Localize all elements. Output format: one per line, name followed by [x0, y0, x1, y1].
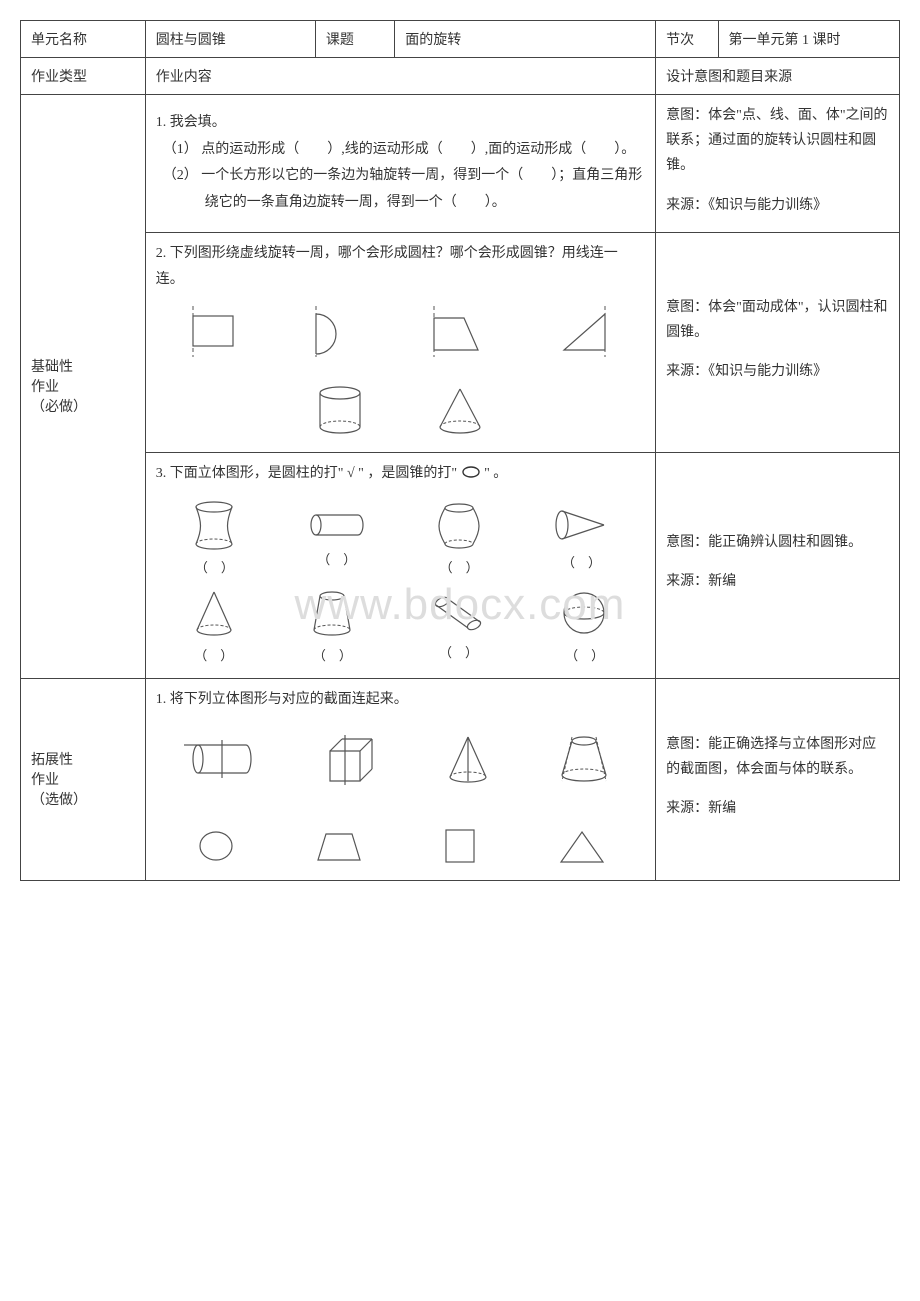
q3-title-a: 3. 下面立体图形，是圆柱的打" √ " ，是圆锥的打"	[156, 466, 461, 481]
circle-section-icon	[191, 826, 241, 866]
q1-design-intent: 意图：体会"点、线、面、体"之间的联系；通过面的旋转认识圆柱和圆锥。	[666, 103, 889, 179]
q3-title-b: " 。	[484, 466, 507, 481]
paren: （ ）	[194, 645, 233, 664]
basic-q3-row: 3. 下面立体图形，是圆柱的打" √ " ，是圆锥的打" " 。 （ ）	[21, 452, 900, 678]
q3-shape-cone: （ ）	[189, 586, 239, 664]
q2-solid-shapes-row	[156, 383, 645, 438]
basic-q1-design: 意图：体会"点、线、面、体"之间的联系；通过面的旋转认识圆柱和圆锥。 来源：《知…	[656, 95, 900, 233]
tilted-cylinder-icon	[426, 588, 491, 638]
trapezoid-section-icon	[312, 826, 367, 866]
q3-shape-sideways-cone: （ ）	[546, 503, 616, 571]
shape-trapezoid-axis	[420, 304, 500, 359]
unit-value: 圆柱与圆锥	[145, 21, 315, 58]
basic-label: 基础性 作业 （必做）	[21, 95, 146, 679]
hourglass-icon	[184, 498, 244, 553]
q1-p1: （1） 点的运动形成（ ）,线的运动形成（ ）,面的运动形成（ ）。	[163, 137, 645, 164]
paren: （ ）	[439, 642, 478, 661]
horizontal-cylinder-icon	[302, 505, 372, 545]
ext-q1-content: 1. 将下列立体图形与对应的截面连起来。	[145, 678, 655, 881]
topic-value: 面的旋转	[395, 21, 656, 58]
paren: （ ）	[317, 549, 356, 568]
q2-design-intent: 意图：体会"面动成体"，认识圆柱和圆锥。	[666, 295, 889, 345]
ext-label-line1: 拓展性	[31, 749, 135, 769]
q3-design-source: 来源：新编	[666, 569, 889, 594]
q3-shape-hourglass: （ ）	[184, 498, 244, 576]
q1-design-source: 来源：《知识与能力训练》	[666, 193, 889, 218]
q2-design-source: 来源：《知识与能力训练》	[666, 359, 889, 384]
hw-design-label: 设计意图和题目来源	[656, 58, 900, 95]
paren: （ ）	[313, 645, 352, 664]
q3-shape-sphere: （ ）	[557, 586, 612, 664]
ext-q1-row: 拓展性 作业 （选做） 1. 将下列立体图形与对应的截面连起来。	[21, 678, 900, 881]
basic-q3-design: 意图：能正确辨认圆柱和圆锥。 来源：新编	[656, 452, 900, 678]
worksheet-table: 单元名称 圆柱与圆锥 课题 面的旋转 节次 第一单元第 1 课时 作业类型 作业…	[20, 20, 900, 881]
q3-design-intent: 意图：能正确辨认圆柱和圆锥。	[666, 530, 889, 555]
paren: （ ）	[440, 557, 479, 576]
header-row-2: 作业类型 作业内容 设计意图和题目来源	[21, 58, 900, 95]
ext-q1-design-source: 来源：新编	[666, 796, 889, 821]
shape-right-triangle-axis	[550, 304, 620, 359]
sideways-cone-icon	[546, 503, 616, 548]
topic-label: 课题	[315, 21, 394, 58]
q2-flat-shapes-row	[156, 304, 645, 359]
unit-label: 单元名称	[21, 21, 146, 58]
hw-content-label: 作业内容	[145, 58, 655, 95]
ext-q1-title: 1. 将下列立体图形与对应的截面连起来。	[156, 687, 645, 714]
shape-cylinder-icon	[310, 383, 370, 438]
hw-type-label: 作业类型	[21, 58, 146, 95]
sphere-icon	[557, 586, 612, 641]
frustum-cut-icon	[552, 731, 617, 786]
basic-label-line3: （必做）	[31, 396, 135, 416]
q3-shape-frustum: （ ）	[305, 586, 360, 664]
basic-label-line2: 作业	[31, 376, 135, 396]
section-label: 节次	[656, 21, 718, 58]
section-value: 第一单元第 1 课时	[718, 21, 900, 58]
cube-cut-icon	[320, 731, 385, 786]
q1-title: 1. 我会填。	[156, 110, 645, 137]
cone-icon	[189, 586, 239, 641]
q3-row2: （ ） （ ） （ ）	[156, 586, 645, 664]
ext-label: 拓展性 作业 （选做）	[21, 678, 146, 881]
shape-semicircle-axis	[301, 304, 371, 359]
ext-sections-row	[156, 826, 645, 866]
q3-shape-horizontal-cylinder: （ ）	[302, 505, 372, 568]
basic-q2-row: 2. 下列图形绕虚线旋转一周，哪个会形成圆柱？哪个会形成圆锥？用线连一连。	[21, 232, 900, 452]
ext-solids-row	[156, 731, 645, 786]
shape-rectangle-axis	[181, 304, 251, 359]
ext-q1-design: 意图：能正确选择与立体图形对应的截面图，体会面与体的联系。 来源：新编	[656, 678, 900, 881]
basic-q2-design: 意图：体会"面动成体"，认识圆柱和圆锥。 来源：《知识与能力训练》	[656, 232, 900, 452]
horiz-cylinder-cut-icon	[184, 734, 264, 784]
ext-label-line2: 作业	[31, 769, 135, 789]
cone-cut-icon	[441, 731, 496, 786]
frustum-icon	[305, 586, 360, 641]
paren: （ ）	[565, 645, 604, 664]
header-row-1: 单元名称 圆柱与圆锥 课题 面的旋转 节次 第一单元第 1 课时	[21, 21, 900, 58]
barrel-icon	[429, 498, 489, 553]
basic-label-line1: 基础性	[31, 356, 135, 376]
basic-q3-content: 3. 下面立体图形，是圆柱的打" √ " ，是圆锥的打" " 。 （ ）	[145, 452, 655, 678]
ext-q1-design-intent: 意图：能正确选择与立体图形对应的截面图，体会面与体的联系。	[666, 732, 889, 782]
ext-label-line3: （选做）	[31, 789, 135, 809]
paren: （ ）	[562, 552, 601, 571]
basic-q2-content: 2. 下列图形绕虚线旋转一周，哪个会形成圆柱？哪个会形成圆锥？用线连一连。	[145, 232, 655, 452]
q3-shape-barrel: （ ）	[429, 498, 489, 576]
triangle-section-icon	[555, 826, 610, 866]
q3-shape-tilted-cylinder: （ ）	[426, 588, 491, 661]
q2-title: 2. 下列图形绕虚线旋转一周，哪个会形成圆柱？哪个会形成圆锥？用线连一连。	[156, 241, 645, 294]
page: www.bdocx.com 单元名称 圆柱与圆锥 课题 面的旋转 节次 第一单元…	[20, 20, 900, 881]
basic-q1-row: 基础性 作业 （必做） 1. 我会填。 （1） 点的运动形成（ ）,线的运动形成…	[21, 95, 900, 233]
ellipse-mark-icon	[461, 465, 481, 479]
shape-cone-icon	[430, 383, 490, 438]
q3-row1: （ ） （ ） （ ）	[156, 498, 645, 576]
q1-p2: （2） 一个长方形以它的一条边为轴旋转一周，得到一个（ ）；直角三角形绕它的一条…	[163, 163, 645, 216]
q3-title: 3. 下面立体图形，是圆柱的打" √ " ，是圆锥的打" " 。	[156, 461, 645, 488]
rectangle-section-icon	[438, 826, 483, 866]
basic-q1-content: 1. 我会填。 （1） 点的运动形成（ ）,线的运动形成（ ）,面的运动形成（ …	[145, 95, 655, 233]
paren: （ ）	[195, 557, 234, 576]
